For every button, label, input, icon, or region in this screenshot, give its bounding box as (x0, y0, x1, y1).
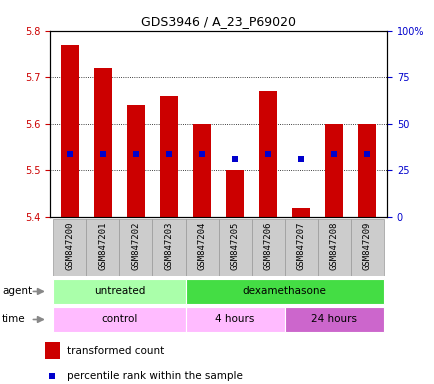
Text: GSM847208: GSM847208 (329, 222, 338, 270)
Bar (259, 91, 276, 217)
Bar (53, 279, 185, 304)
Bar (185, 279, 383, 304)
Bar (160, 96, 178, 217)
Bar (86, 219, 119, 276)
Bar (292, 208, 309, 217)
Bar (325, 124, 342, 217)
Text: 24 hours: 24 hours (311, 314, 356, 324)
Text: control: control (101, 314, 137, 324)
Bar (284, 219, 317, 276)
Bar (61, 45, 79, 217)
Bar (152, 219, 185, 276)
Text: GSM847206: GSM847206 (263, 222, 272, 270)
Text: GSM847201: GSM847201 (98, 222, 107, 270)
Text: GSM847202: GSM847202 (131, 222, 140, 270)
Text: GSM847204: GSM847204 (197, 222, 206, 270)
Bar (45, 342, 60, 359)
Bar (193, 124, 210, 217)
Text: time: time (2, 314, 26, 324)
Title: GDS3946 / A_23_P69020: GDS3946 / A_23_P69020 (141, 15, 296, 28)
Bar (94, 68, 112, 217)
Bar (119, 219, 152, 276)
Bar (226, 170, 243, 217)
Bar (218, 219, 251, 276)
Text: GSM847209: GSM847209 (362, 222, 371, 270)
Text: transformed count: transformed count (67, 346, 164, 356)
Bar (185, 219, 218, 276)
Text: untreated: untreated (94, 286, 145, 296)
Text: 4 hours: 4 hours (215, 314, 254, 324)
Text: GSM847203: GSM847203 (164, 222, 173, 270)
Bar (251, 219, 284, 276)
Text: percentile rank within the sample: percentile rank within the sample (67, 371, 243, 381)
Bar (350, 219, 383, 276)
Text: dexamethasone: dexamethasone (242, 286, 326, 296)
Text: GSM847200: GSM847200 (65, 222, 74, 270)
Text: agent: agent (2, 286, 32, 296)
Text: GSM847205: GSM847205 (230, 222, 239, 270)
Bar (185, 307, 284, 331)
Bar (358, 124, 375, 217)
Bar (127, 105, 145, 217)
Bar (53, 219, 86, 276)
Text: GSM847207: GSM847207 (296, 222, 305, 270)
Bar (284, 307, 383, 331)
Bar (53, 307, 185, 331)
Bar (317, 219, 350, 276)
